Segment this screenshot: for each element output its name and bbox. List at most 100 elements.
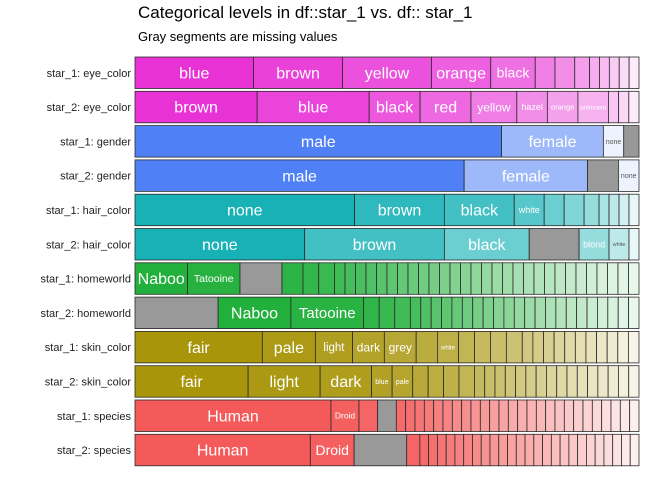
level-segment <box>472 433 482 467</box>
level-segment <box>479 399 491 432</box>
level-segment <box>386 262 398 295</box>
level-segment <box>507 399 519 432</box>
level-segment <box>304 228 445 261</box>
level-segment <box>586 433 596 467</box>
row-label: star_1: gender <box>60 136 131 148</box>
level-segment <box>555 296 567 330</box>
level-segment <box>460 262 472 295</box>
segment-label: black <box>497 65 531 81</box>
segment-label: blue <box>375 379 388 386</box>
level-segment <box>513 193 545 227</box>
segment-label: white <box>612 242 626 248</box>
level-segment <box>318 262 335 295</box>
level-segment <box>554 56 576 89</box>
level-segment <box>441 296 453 330</box>
segment-label: none <box>202 237 238 254</box>
segment-label: pale <box>274 340 304 357</box>
level-segment <box>502 262 514 295</box>
level-segment <box>515 365 527 398</box>
segment-label: Tatooine <box>299 305 356 322</box>
level-segment <box>365 262 377 295</box>
row-label: star_2: gender <box>60 171 131 183</box>
level-segment <box>498 433 508 467</box>
level-segment <box>134 262 188 295</box>
segment-label: Naboo <box>138 271 185 288</box>
level-segment <box>559 433 570 467</box>
level-segment <box>474 365 486 398</box>
level-segment <box>554 399 565 432</box>
level-segment <box>544 262 556 295</box>
row-label: star_1: skin_color <box>45 342 132 354</box>
level-segment <box>608 193 620 227</box>
level-segment <box>596 262 608 295</box>
level-segment <box>463 433 473 467</box>
level-segment <box>603 433 614 467</box>
level-segment <box>247 365 321 398</box>
level-segment <box>431 56 492 89</box>
level-segment <box>470 399 481 432</box>
segment-label: Human <box>197 443 249 460</box>
segment-label: white <box>440 345 456 351</box>
level-segment <box>428 433 438 467</box>
level-segment <box>489 399 500 432</box>
missing-segment <box>134 296 219 330</box>
level-segment <box>134 90 258 124</box>
segment-label: female <box>528 134 576 151</box>
segment-label: fair <box>180 374 203 391</box>
level-segment <box>583 193 600 227</box>
level-segment <box>423 399 435 432</box>
level-segment <box>461 296 474 330</box>
level-segment <box>542 433 552 467</box>
level-segment <box>427 365 444 398</box>
level-segment <box>134 330 263 364</box>
level-segment <box>628 56 640 89</box>
level-segment <box>566 365 578 398</box>
level-segment <box>533 433 543 467</box>
level-segment <box>574 330 587 364</box>
level-segment <box>405 399 416 432</box>
segment-label: blue <box>179 65 209 82</box>
level-segment <box>355 262 367 295</box>
level-segment <box>596 330 608 364</box>
level-segment <box>585 330 597 364</box>
level-segment <box>281 262 304 295</box>
level-segment <box>599 56 610 89</box>
row-label: star_2: skin_color <box>45 376 132 388</box>
level-segment <box>504 365 516 398</box>
segment-label: Human <box>207 408 259 425</box>
level-segment <box>543 193 565 227</box>
level-segment <box>563 399 575 432</box>
level-segment <box>187 262 241 295</box>
level-segment <box>576 365 588 398</box>
level-segment <box>134 56 254 89</box>
level-segment <box>554 262 566 295</box>
level-segment <box>628 296 640 330</box>
segment-label: light <box>269 374 299 391</box>
row-label: star_2: species <box>57 445 131 457</box>
level-segment <box>628 228 640 261</box>
level-segment <box>507 433 517 467</box>
level-segment <box>517 399 528 432</box>
level-segment <box>481 262 493 295</box>
segment-label: dark <box>330 374 362 391</box>
level-segment <box>525 365 537 398</box>
level-segment <box>628 365 640 398</box>
level-segment <box>449 262 461 295</box>
level-segment <box>458 365 475 398</box>
level-segment <box>550 433 561 467</box>
segment-label: Tatooine <box>194 273 234 285</box>
level-segment <box>302 262 320 295</box>
level-segment <box>376 262 388 295</box>
level-segment <box>472 296 484 330</box>
level-segment <box>290 296 365 330</box>
segment-label: light <box>323 342 345 354</box>
level-segment <box>628 193 640 227</box>
level-segment <box>470 262 482 295</box>
level-segment <box>134 399 332 432</box>
level-segment <box>618 365 630 398</box>
level-segment <box>534 296 546 330</box>
level-segment <box>334 262 346 295</box>
segment-label: yellow <box>477 100 511 114</box>
level-segment <box>498 399 509 432</box>
segment-label: none <box>621 173 637 180</box>
